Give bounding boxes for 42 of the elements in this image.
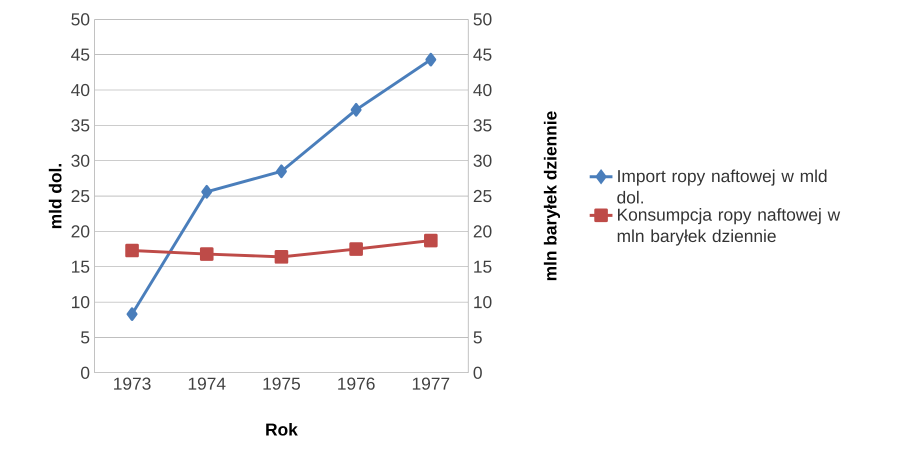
y-tick-label: 40 (71, 84, 90, 96)
y-tick-label: 5 (81, 331, 90, 344)
y2-tick-label: 5 (474, 331, 482, 344)
y2-tick-label: 0 (474, 366, 482, 380)
y2-tick-label: 50 (474, 13, 492, 26)
y-tick-label: 35 (71, 119, 90, 132)
y-tick-label: 0 (81, 366, 90, 380)
y-tick-label: 45 (71, 48, 90, 61)
y-tick-label: 10 (72, 296, 90, 308)
x-tick-label: 1975 (263, 378, 300, 390)
y-tick-label: 25 (72, 190, 90, 202)
point (350, 103, 362, 117)
point (200, 247, 214, 261)
x-axis-title: Rok (266, 423, 298, 436)
y2-tick-label: 40 (473, 84, 492, 96)
point (425, 52, 436, 67)
y2-tick-label: 45 (473, 48, 492, 61)
legend-label: Import ropy naftowej w mld dol. (617, 170, 826, 204)
point (125, 244, 139, 258)
x-tick-label: 1973 (114, 378, 151, 390)
point (276, 164, 287, 178)
point (274, 250, 288, 264)
y2-tick-label: 20 (474, 225, 492, 238)
point (201, 185, 212, 199)
y-tick-label: 20 (72, 225, 90, 238)
y-axis-title: mld dol. (48, 164, 62, 228)
y-tick-label: 50 (71, 13, 90, 26)
y2-tick-label: 10 (474, 296, 492, 308)
point (126, 307, 138, 321)
point (424, 234, 438, 248)
y2-tick-label: 15 (474, 260, 492, 273)
y2-tick-label: 35 (474, 119, 492, 132)
legend-label: Konsumpcja ropy naftowej w mln baryłek dziennie (618, 208, 840, 246)
y2-axis-title: mln baryłek dziennie (544, 111, 560, 280)
y-tick-label: 15 (72, 260, 90, 273)
x-tick-label: 1977 (412, 378, 450, 390)
point (349, 242, 363, 256)
y2-tick-label: 25 (474, 190, 492, 202)
x-tick-label: 1976 (338, 378, 375, 390)
x-tick-label: 1974 (188, 378, 226, 390)
y2-tick-label: 30 (474, 154, 492, 167)
y-tick-label: 30 (71, 154, 90, 167)
